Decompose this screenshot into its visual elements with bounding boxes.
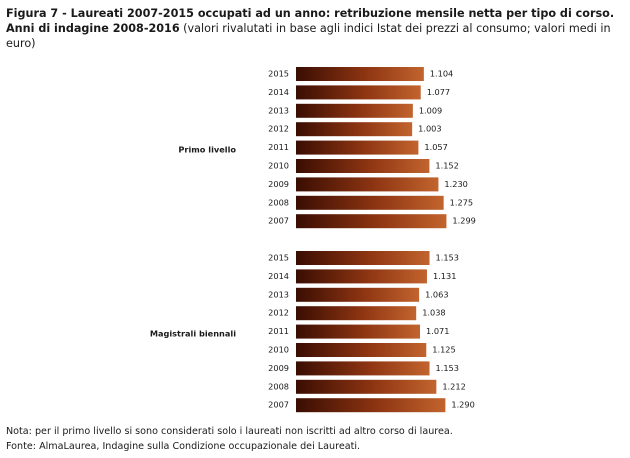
category-label: 2014 (268, 271, 289, 281)
bar (296, 67, 424, 81)
bar (296, 306, 417, 321)
category-label: 2009 (268, 179, 289, 189)
category-label: 2010 (268, 161, 289, 171)
bar (296, 398, 446, 413)
bar (296, 269, 427, 284)
data-label: 1.299 (452, 216, 475, 226)
data-label: 1.152 (435, 161, 458, 171)
category-label: 2013 (268, 105, 289, 115)
data-label: 1.057 (424, 142, 447, 152)
bar (296, 85, 421, 100)
footnotes: Nota: per il primo livello si sono consi… (6, 424, 622, 454)
bar (296, 251, 430, 265)
bar (296, 214, 447, 229)
bar (296, 361, 430, 376)
category-label: 2013 (268, 289, 289, 299)
category-label: 2011 (268, 326, 289, 336)
bar (296, 177, 439, 192)
data-label: 1.212 (442, 381, 465, 391)
figure-title: Figura 7 - Laureati 2007-2015 occupati a… (6, 6, 622, 51)
category-label: 2007 (268, 400, 289, 410)
data-label: 1.230 (444, 179, 467, 189)
data-label: 1.009 (419, 105, 442, 115)
group-label: Primo livello (178, 144, 236, 154)
data-label: 1.153 (436, 253, 459, 263)
note-text: Nota: per il primo livello si sono consi… (6, 426, 453, 437)
data-label: 1.077 (427, 87, 450, 97)
group-label: Magistrali biennali (150, 328, 236, 338)
data-label: 1.003 (418, 124, 441, 134)
source-text: Fonte: AlmaLaurea, Indagine sulla Condiz… (6, 441, 361, 452)
data-label: 1.071 (426, 326, 449, 336)
figure-title-main: Laureati 2007-2015 occupati ad un anno: … (6, 7, 615, 35)
figure-title-note: (valori rivalutati in base agli indici I… (6, 22, 611, 50)
category-label: 2009 (268, 363, 289, 373)
bar (296, 159, 430, 173)
data-label: 1.038 (422, 308, 445, 318)
category-label: 2011 (268, 142, 289, 152)
data-label: 1.153 (436, 363, 459, 373)
data-label: 1.131 (433, 271, 456, 281)
category-label: 2014 (268, 87, 289, 97)
data-label: 1.275 (450, 197, 473, 207)
data-label: 1.125 (432, 345, 455, 355)
bar (296, 103, 413, 118)
category-label: 2008 (268, 197, 289, 207)
figure-number: Figura 7 - (6, 7, 71, 20)
bar (296, 343, 427, 357)
bar (296, 287, 420, 302)
bar (296, 324, 421, 339)
bar (296, 195, 444, 210)
category-label: 2015 (268, 253, 289, 263)
category-label: 2015 (268, 69, 289, 79)
data-label: 1.290 (451, 400, 474, 410)
data-label: 1.063 (425, 289, 448, 299)
category-label: 2012 (268, 124, 289, 134)
category-label: 2010 (268, 345, 289, 355)
bar (296, 379, 437, 394)
bar (296, 140, 419, 155)
category-label: 2012 (268, 308, 289, 318)
data-label: 1.104 (430, 69, 453, 79)
bar (296, 122, 413, 137)
category-label: 2008 (268, 381, 289, 391)
category-label: 2007 (268, 216, 289, 226)
